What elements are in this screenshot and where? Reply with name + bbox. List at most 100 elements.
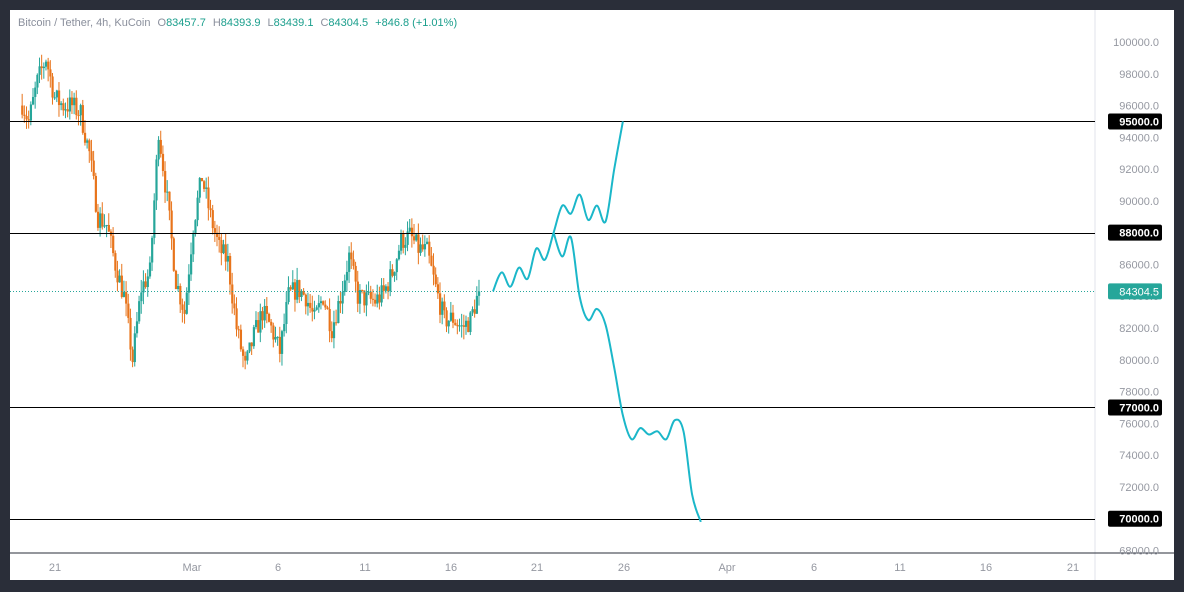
candle-body: [441, 301, 444, 315]
candle-body: [241, 349, 245, 356]
candle-body: [322, 301, 325, 305]
candle-body: [101, 213, 104, 227]
y-tick-label: 92000.0: [1119, 164, 1159, 176]
candle-body: [324, 304, 327, 308]
symbol-title[interactable]: Bitcoin / Tether, 4h, KuCoin: [18, 17, 151, 29]
candle-body: [70, 97, 74, 106]
candle-body: [161, 153, 165, 172]
candle-body: [413, 236, 416, 241]
candle-body: [166, 191, 169, 193]
candle-body: [31, 96, 35, 105]
y-tick-label: 80000.0: [1119, 355, 1159, 367]
candle-body: [23, 114, 26, 116]
last-price-label: 84304.5: [1119, 286, 1159, 298]
y-axis: 100000.0 98000.0 96000.0 94000.0 92000.0 9000…: [1108, 37, 1162, 557]
candle-body: [107, 224, 110, 232]
candle-body: [276, 336, 279, 338]
open-label: O: [157, 17, 167, 29]
candle-body: [120, 275, 123, 297]
candle-body: [306, 302, 310, 307]
y-tick-label: 86000.0: [1119, 259, 1159, 271]
candle-body: [404, 244, 407, 248]
close-label: C: [320, 17, 329, 29]
candle-body: [436, 284, 440, 294]
level-price-tag[interactable]: [1108, 113, 1162, 130]
candle-body: [75, 97, 78, 116]
candle-body: [252, 327, 256, 347]
candle-body: [142, 281, 145, 293]
candle-body: [330, 331, 333, 339]
candle-body: [285, 301, 288, 325]
candle-body: [211, 210, 214, 229]
projection-bullish-path[interactable]: [492, 121, 624, 292]
candle-body: [356, 281, 359, 304]
candle-body: [426, 241, 429, 245]
candle-body: [313, 309, 316, 312]
candle-body: [335, 322, 338, 324]
candle-body: [36, 74, 39, 88]
candle-body: [367, 291, 370, 293]
candle-body: [298, 280, 301, 297]
candle-body: [254, 320, 258, 328]
candle-body: [378, 294, 381, 303]
candle-body: [21, 105, 24, 115]
candle-body: [371, 298, 375, 300]
candle-body: [300, 290, 303, 297]
candle-body: [259, 311, 262, 333]
candle-body: [458, 325, 461, 327]
candle-body: [81, 105, 84, 133]
candle-body: [408, 227, 411, 232]
high-value: 84393.9: [220, 17, 261, 29]
candle-body: [400, 233, 403, 251]
level-price-tag[interactable]: [1108, 224, 1162, 241]
candle-body: [235, 308, 238, 330]
y-tick-label: 94000.0: [1119, 132, 1159, 144]
x-tick-label: 11: [894, 562, 905, 574]
level-price-tag[interactable]: [1108, 399, 1162, 416]
level-price-tag[interactable]: [1108, 510, 1162, 527]
candle-body: [183, 309, 186, 314]
candle-body: [473, 309, 476, 314]
candle-body: [274, 337, 277, 340]
x-tick-label: 6: [275, 562, 281, 574]
candle-body: [376, 294, 379, 304]
last-price-tag: [1108, 283, 1162, 300]
candle-body: [51, 76, 54, 98]
chart-frame[interactable]: 100000.0 98000.0 96000.0 94000.0 92000.0 9000…: [10, 10, 1174, 580]
candle-body: [146, 276, 149, 288]
candle-body: [88, 140, 91, 152]
candle-body: [213, 228, 217, 233]
candle-body: [317, 303, 320, 308]
candle-body: [432, 265, 435, 275]
candle-body: [29, 104, 33, 121]
low-value: 83439.1: [273, 17, 314, 29]
candle-body: [207, 187, 210, 209]
candle-body: [278, 336, 281, 354]
candle-body: [144, 281, 147, 288]
projection-bearish-path[interactable]: [552, 232, 702, 523]
levels-layer: [10, 121, 1095, 520]
candle-body: [168, 191, 171, 211]
candle-body: [116, 270, 119, 283]
candle-body: [200, 177, 204, 182]
candle-body: [464, 320, 468, 327]
candle-body: [103, 225, 106, 227]
candle-body: [352, 259, 355, 266]
candle-body: [430, 255, 433, 266]
candle-body: [73, 97, 76, 106]
candle-body: [419, 244, 422, 253]
candle-body: [397, 250, 401, 260]
chart-canvas[interactable]: 100000.0 98000.0 96000.0 94000.0 92000.0 9000…: [10, 10, 1174, 580]
candle-body: [350, 252, 353, 260]
projection-layer: [492, 121, 702, 523]
candle-body: [454, 322, 457, 325]
candle-body: [112, 235, 115, 254]
candle-body: [391, 269, 394, 276]
candle-body: [185, 292, 188, 314]
candle-body: [114, 253, 117, 271]
candle-body: [172, 238, 175, 271]
candle-body: [177, 285, 180, 290]
candle-body: [421, 244, 424, 250]
y-tick-label: 100000.0: [1113, 37, 1159, 49]
candle-body: [92, 160, 95, 176]
